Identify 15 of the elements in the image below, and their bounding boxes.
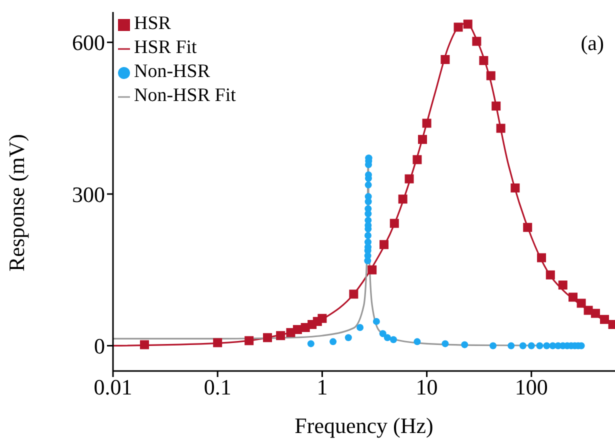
x-tick-label: 1 <box>316 374 328 400</box>
y-tick-label: 600 <box>72 30 105 56</box>
y-tick-label: 0 <box>94 334 105 359</box>
x-tick-label: 0.1 <box>204 374 232 400</box>
legend-label: HSR Fit <box>134 37 197 58</box>
annotation: (a) <box>580 31 604 55</box>
legend-label: Non-HSR <box>134 61 210 82</box>
legend-label: HSR <box>134 13 171 34</box>
x-tick-label: 0.01 <box>94 374 132 400</box>
x-axis-title: Frequency (Hz) <box>294 413 434 438</box>
y-tick-label: 300 <box>72 182 105 207</box>
y-axis-title: Response (mV) <box>4 134 29 272</box>
x-tick-label: 10 <box>416 374 438 400</box>
x-tick-label: 100 <box>514 374 548 400</box>
legend-label: Non-HSR Fit <box>134 85 236 106</box>
